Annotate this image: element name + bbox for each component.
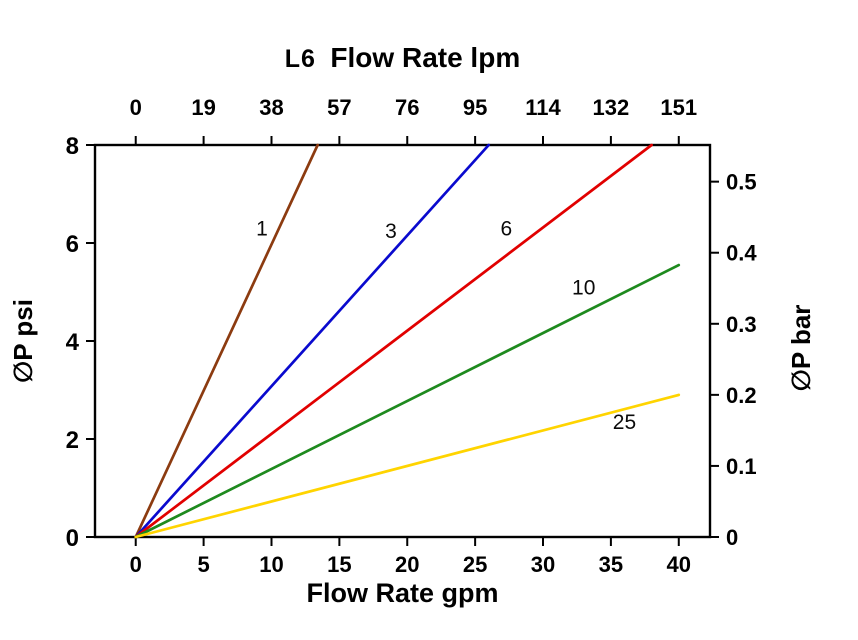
x-tick-label-top: 151 [660,95,697,120]
series-line-6 [134,143,653,539]
y-tick-label-right: 0.1 [726,454,757,479]
chart-title-text: Flow Rate lpm [330,42,521,73]
chart-title: L6 Flow Rate lpm [95,42,710,74]
y-axis-title-right: ∅P bar [786,304,816,392]
x-tick-label-bottom: 15 [327,552,351,577]
y-tick-label-left: 6 [66,231,79,258]
x-tick-label-top: 19 [191,95,215,120]
x-tick-label-bottom: 0 [130,552,142,577]
series-line-1 [134,143,319,539]
y-tick-label-left: 0 [66,525,79,552]
x-tick-label-top: 95 [463,95,487,120]
series-label-1: 1 [256,218,268,241]
y-tick-label-left: 4 [66,329,80,356]
y-tick-label-left: 8 [66,133,79,160]
series-label-6: 6 [501,218,513,241]
x-tick-label-bottom: 5 [197,552,209,577]
y-tick-label-left: 2 [66,427,79,454]
x-tick-label-top: 132 [593,95,630,120]
chart-title-model: L6 [284,45,316,73]
series-label-25: 25 [613,411,636,434]
x-tick-label-bottom: 10 [259,552,283,577]
y-axis-title-left: ∅P psi [8,299,38,383]
x-tick-label-top: 57 [327,95,351,120]
series-line-10 [134,263,681,539]
x-tick-label-top: 76 [395,95,419,120]
y-tick-label-right: 0.2 [726,383,757,408]
series-line-3 [134,143,491,539]
y-tick-label-right: 0.3 [726,312,757,337]
x-tick-label-top: 0 [130,95,142,120]
x-tick-label-bottom: 35 [599,552,623,577]
x-tick-label-bottom: 30 [531,552,555,577]
x-tick-label-top: 38 [259,95,283,120]
x-axis-title-bottom: Flow Rate gpm [306,578,499,608]
y-tick-label-right: 0.5 [726,170,757,195]
series-label-3: 3 [385,220,397,243]
y-tick-label-right: 0 [726,525,738,550]
x-tick-label-bottom: 20 [395,552,419,577]
x-tick-label-bottom: 40 [667,552,691,577]
series-label-10: 10 [572,276,595,299]
x-tick-label-bottom: 25 [463,552,487,577]
series-line-25 [134,393,681,539]
x-tick-label-top: 114 [525,95,561,120]
y-tick-label-right: 0.4 [726,241,757,266]
